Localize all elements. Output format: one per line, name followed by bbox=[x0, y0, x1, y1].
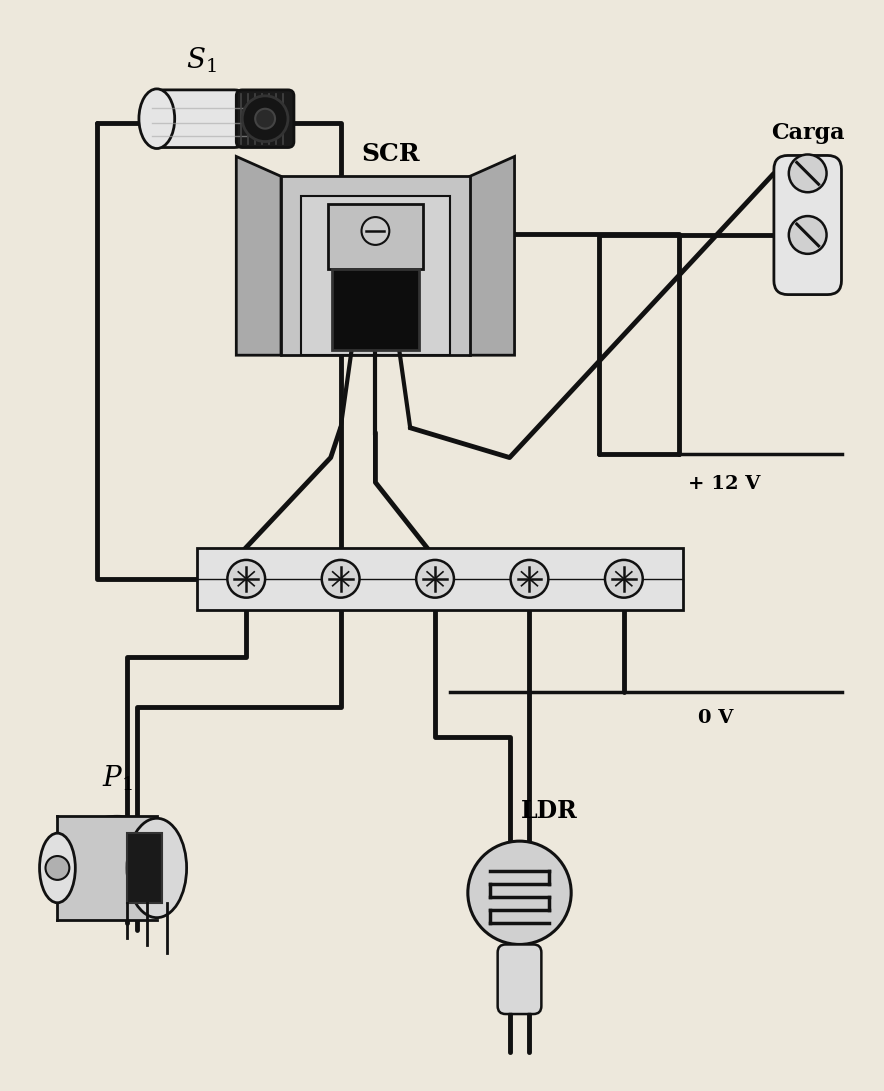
Text: Carga: Carga bbox=[771, 121, 844, 144]
Circle shape bbox=[789, 216, 827, 254]
Bar bbox=[57, 816, 156, 920]
Text: + 12 V: + 12 V bbox=[689, 476, 761, 493]
Bar bbox=[301, 196, 450, 356]
FancyBboxPatch shape bbox=[774, 155, 842, 295]
FancyBboxPatch shape bbox=[152, 89, 247, 147]
Polygon shape bbox=[469, 156, 514, 356]
Ellipse shape bbox=[139, 88, 175, 148]
Circle shape bbox=[605, 560, 643, 598]
Circle shape bbox=[511, 560, 548, 598]
Text: LDR: LDR bbox=[521, 800, 578, 824]
FancyBboxPatch shape bbox=[236, 89, 294, 147]
Circle shape bbox=[322, 560, 360, 598]
Bar bbox=[127, 834, 162, 902]
Circle shape bbox=[468, 841, 571, 945]
Circle shape bbox=[227, 560, 265, 598]
Text: $P_1$: $P_1$ bbox=[102, 764, 133, 793]
Bar bbox=[281, 177, 469, 356]
Circle shape bbox=[416, 560, 453, 598]
Bar bbox=[196, 548, 683, 610]
Circle shape bbox=[255, 109, 275, 129]
Polygon shape bbox=[236, 156, 281, 356]
FancyBboxPatch shape bbox=[498, 945, 541, 1014]
Bar bbox=[328, 204, 423, 268]
Circle shape bbox=[242, 96, 288, 142]
Circle shape bbox=[45, 856, 69, 879]
Circle shape bbox=[789, 155, 827, 192]
Bar bbox=[332, 268, 419, 350]
Ellipse shape bbox=[40, 834, 75, 902]
Text: SCR: SCR bbox=[361, 143, 420, 167]
Text: 0 V: 0 V bbox=[698, 709, 734, 727]
Circle shape bbox=[362, 217, 389, 244]
Ellipse shape bbox=[57, 816, 177, 920]
Text: $S_1$: $S_1$ bbox=[187, 46, 217, 75]
Ellipse shape bbox=[127, 818, 187, 918]
